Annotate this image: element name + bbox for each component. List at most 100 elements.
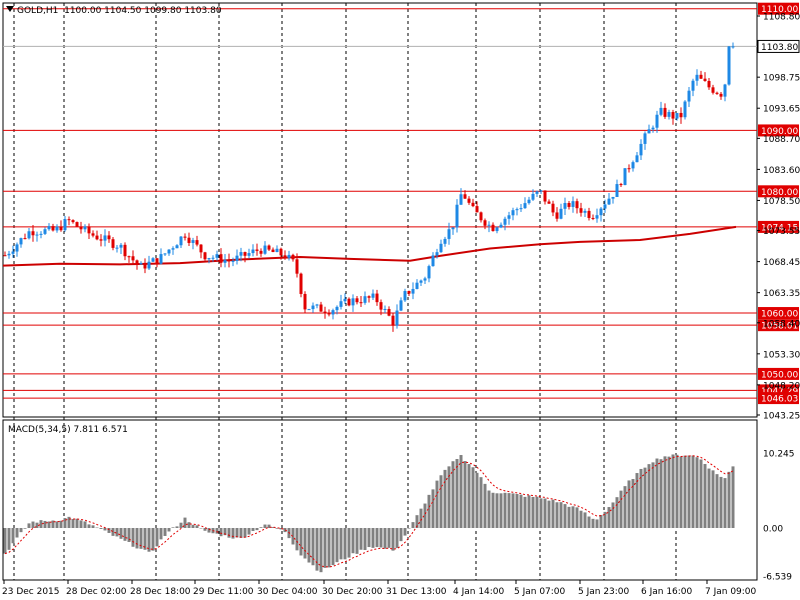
candle-body xyxy=(15,244,19,252)
dropdown-triangle-icon[interactable] xyxy=(6,6,14,12)
candle-body xyxy=(63,219,67,231)
macd-histogram-bar xyxy=(375,528,379,548)
macd-histogram-bar xyxy=(419,508,423,528)
candle-body xyxy=(427,266,431,279)
macd-histogram-bar xyxy=(447,466,451,528)
candlestick xyxy=(79,221,83,234)
candlestick xyxy=(527,196,531,205)
candle-body xyxy=(231,260,235,262)
candlestick xyxy=(667,109,671,120)
candle-body xyxy=(503,218,507,225)
candlestick xyxy=(399,297,403,312)
candlestick xyxy=(315,303,319,309)
candle-body xyxy=(259,250,263,254)
ohlc-values: 1100.00 1104.50 1099.80 1103.80 xyxy=(64,6,222,16)
price-level-tag-text: 1046.03 xyxy=(761,395,798,405)
macd-histogram-bar xyxy=(259,527,263,528)
candle-body xyxy=(467,198,471,203)
macd-histogram-bar xyxy=(263,524,267,528)
macd-histogram-bar xyxy=(551,499,555,528)
candle-body xyxy=(55,226,59,231)
macd-histogram-bar xyxy=(59,520,63,528)
candlestick xyxy=(19,237,23,248)
macd-histogram-bar xyxy=(643,467,647,528)
macd-histogram-bar xyxy=(487,490,491,528)
macd-histogram-bar xyxy=(475,472,479,528)
candle-body xyxy=(691,80,695,91)
macd-histogram-bar xyxy=(255,528,259,531)
price-level-tag-text: 1074.15 xyxy=(761,223,798,233)
candlestick xyxy=(403,288,407,303)
candle-body xyxy=(683,101,687,118)
candle-body xyxy=(715,92,719,94)
candlestick xyxy=(375,289,379,306)
candlestick xyxy=(719,92,723,100)
macd-histogram-bar xyxy=(355,528,359,554)
macd-histogram-bar xyxy=(91,525,95,528)
macd-histogram-bar xyxy=(359,528,363,550)
candle-body xyxy=(159,254,163,264)
candle-body xyxy=(459,194,463,205)
candlestick xyxy=(35,231,39,242)
candlestick xyxy=(603,199,607,213)
macd-histogram-bar xyxy=(175,526,179,528)
price-level-tag: 1058.01 xyxy=(758,319,799,332)
candle-body xyxy=(279,248,283,256)
candlestick xyxy=(475,201,479,213)
candlestick xyxy=(347,297,351,307)
candlestick xyxy=(295,253,299,278)
candle-body xyxy=(163,253,167,255)
macd-histogram-bar xyxy=(683,455,687,528)
price-level-tag-bg xyxy=(758,2,799,15)
candlestick xyxy=(631,160,635,172)
candle-body xyxy=(59,226,63,231)
candle-body xyxy=(571,201,575,207)
candlestick xyxy=(255,243,259,256)
macd-histogram-bar xyxy=(111,528,115,536)
candlestick xyxy=(539,189,543,195)
candle-body xyxy=(387,308,391,316)
macd-histogram-bar xyxy=(71,519,75,528)
macd-histogram-bar xyxy=(591,518,595,528)
candlestick xyxy=(199,244,203,259)
candlestick xyxy=(267,244,271,251)
candlestick xyxy=(583,208,587,218)
candle-body xyxy=(179,236,183,246)
macd-histogram-bar xyxy=(507,493,511,528)
macd-histogram-bar xyxy=(139,528,143,549)
candle-body xyxy=(607,198,611,205)
price-level-tag: 1050.00 xyxy=(758,367,799,380)
candlestick xyxy=(111,237,115,251)
candlestick xyxy=(535,190,539,197)
macd-histogram-bar xyxy=(619,490,623,528)
candle-body xyxy=(407,291,411,294)
candle-body xyxy=(567,202,571,207)
macd-histogram-bar xyxy=(23,528,27,529)
candlestick xyxy=(671,109,675,125)
macd-histogram-bar xyxy=(167,528,171,532)
candle-body xyxy=(243,252,247,256)
candle-body xyxy=(103,235,107,241)
time-tick-label: 31 Dec 13:00 xyxy=(386,587,447,597)
candle-body xyxy=(395,310,399,326)
candlestick xyxy=(63,216,67,232)
candlestick xyxy=(387,306,391,317)
macd-histogram-bar xyxy=(63,518,67,528)
macd-histogram-bar xyxy=(151,528,155,551)
candlestick xyxy=(51,223,55,232)
candle-body xyxy=(71,220,75,223)
candle-body xyxy=(295,259,299,274)
candle-body xyxy=(399,300,403,311)
candlestick xyxy=(715,91,719,95)
candle-body xyxy=(587,210,591,218)
candle-body xyxy=(255,249,259,251)
macd-tick-label: 0.00 xyxy=(763,525,783,535)
macd-histogram-bar xyxy=(323,528,327,568)
candle-body xyxy=(39,233,43,235)
macd-histogram-bar xyxy=(43,520,47,528)
macd-tick-label: -6.539 xyxy=(763,572,792,582)
candle-body xyxy=(627,168,631,170)
macd-histogram-bar xyxy=(159,528,163,540)
price-level-tag-bg xyxy=(758,367,799,380)
